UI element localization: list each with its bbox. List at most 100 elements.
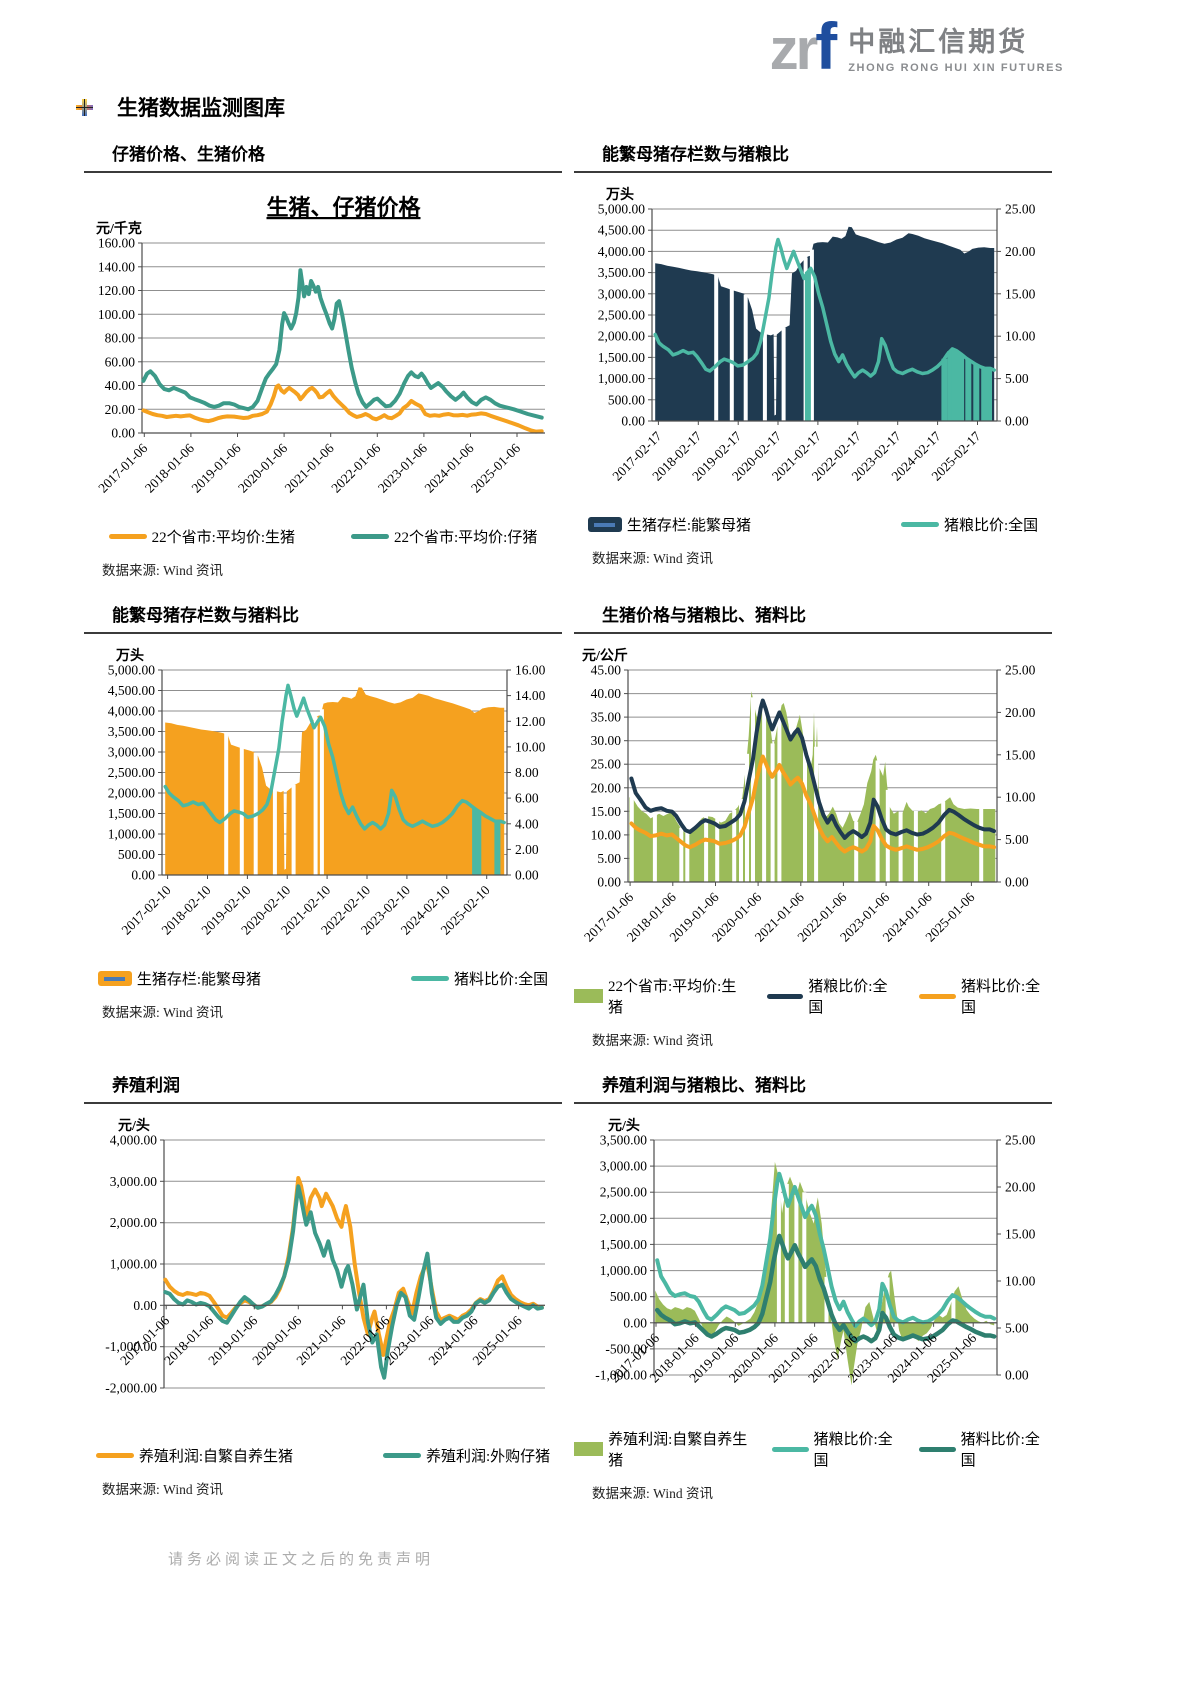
svg-text:10.00: 10.00 <box>1005 329 1036 344</box>
svg-text:元/头: 元/头 <box>608 1117 640 1134</box>
logo-zrf-mark: zrf <box>770 13 838 79</box>
svg-text:2,500.00: 2,500.00 <box>600 1185 648 1200</box>
svg-text:100.00: 100.00 <box>98 307 135 322</box>
data-source: 数据来源: Wind 资讯 <box>592 551 713 566</box>
legend-label: 生猪存栏:能繁母猪 <box>626 518 751 534</box>
chart-title: 能繁母猪存栏数与猪粮比 <box>574 140 1052 173</box>
svg-text:4,000.00: 4,000.00 <box>110 1133 158 1148</box>
logo-wordmark: 中融汇信期货 ZHONG RONG HUI XIN FUTURES <box>848 20 1064 74</box>
svg-text:4,000.00: 4,000.00 <box>108 704 156 719</box>
svg-text:5,000.00: 5,000.00 <box>108 663 156 678</box>
data-source: 数据来源: Wind 资讯 <box>102 1482 223 1497</box>
svg-text:16.00: 16.00 <box>515 663 546 678</box>
legend-item: 22个省市:平均价:仔猪 <box>351 526 537 547</box>
svg-text:元/千克: 元/千克 <box>96 220 142 237</box>
legend-line-icon <box>108 534 147 539</box>
svg-text:25.00: 25.00 <box>1005 663 1036 678</box>
legend-item: 猪粮比价:全国 <box>766 975 900 1017</box>
svg-text:3,500.00: 3,500.00 <box>108 724 156 739</box>
chart-block-sow-inventory-feed-ratio: 能繁母猪存栏数与猪料比 0.00 500.00 1,000.00 1,500.00 2,… <box>84 601 562 1049</box>
chart-canvas: -1,000.00 -500.00 0.00 500.00 1,000.00 1,500.… <box>574 1110 1052 1414</box>
svg-text:5.00: 5.00 <box>1005 371 1029 386</box>
legend-item: 22个省市:平均价:生猪 <box>574 975 747 1017</box>
chart-canvas: 0.00 500.00 1,000.00 1,500.00 2,000.00 2,500.… <box>84 640 562 968</box>
svg-text:20.00: 20.00 <box>591 780 622 795</box>
svg-text:1,000.00: 1,000.00 <box>110 1257 158 1272</box>
svg-text:2,000.00: 2,000.00 <box>110 1215 158 1230</box>
svg-text:5,000.00: 5,000.00 <box>598 202 646 217</box>
svg-text:4,500.00: 4,500.00 <box>598 223 646 238</box>
svg-text:2021-01-06: 2021-01-06 <box>282 440 337 495</box>
svg-text:3,000.00: 3,000.00 <box>110 1174 158 1189</box>
chart-title: 仔猪价格、生猪价格 <box>84 140 562 173</box>
legend-item: 猪料比价:全国 <box>411 968 548 989</box>
legend-label: 猪料比价:全国 <box>960 1432 1040 1469</box>
svg-text:0.00: 0.00 <box>621 414 645 429</box>
svg-text:15.00: 15.00 <box>1005 747 1036 762</box>
svg-text:1,500.00: 1,500.00 <box>598 350 646 365</box>
legend-line-icon <box>383 1453 421 1458</box>
svg-text:4,000.00: 4,000.00 <box>598 244 646 259</box>
svg-text:-500.00: -500.00 <box>605 1341 647 1356</box>
legend-swatch-icon <box>97 971 132 986</box>
chart-legend: 养殖利润:自繁自养生猪 养殖利润:外购仔猪 <box>84 1445 562 1466</box>
legend-label: 22个省市:平均价:仔猪 <box>394 530 538 546</box>
svg-text:1,000.00: 1,000.00 <box>600 1263 648 1278</box>
svg-text:1,000.00: 1,000.00 <box>108 827 156 842</box>
svg-text:5.00: 5.00 <box>1005 832 1029 847</box>
legend-label: 生猪存栏:能繁母猪 <box>136 972 261 988</box>
svg-text:20.00: 20.00 <box>105 402 136 417</box>
svg-text:2018-01-06: 2018-01-06 <box>142 440 197 495</box>
svg-text:500.00: 500.00 <box>610 1289 647 1304</box>
svg-text:500.00: 500.00 <box>608 392 645 407</box>
svg-text:10.00: 10.00 <box>515 739 546 754</box>
legend-item: 养殖利润:自繁自养生猪 <box>95 1445 293 1466</box>
legend-label: 猪料比价:全国 <box>961 979 1041 1016</box>
svg-text:10.00: 10.00 <box>1005 1274 1036 1289</box>
chart-block-piglet-hog-price: 仔猪价格、生猪价格 0.00 20.00 40.00 60.00 80.00 100.00… <box>84 140 562 579</box>
svg-text:2,500.00: 2,500.00 <box>108 765 156 780</box>
svg-text:1,500.00: 1,500.00 <box>108 806 156 821</box>
company-logo: zrf 中融汇信期货 ZHONG RONG HUI XIN FUTURES <box>770 13 1064 79</box>
svg-text:140.00: 140.00 <box>98 259 135 274</box>
svg-text:0.00: 0.00 <box>1005 414 1029 429</box>
section-heading: 生猪数据监测图库 <box>76 92 1190 122</box>
svg-text:120.00: 120.00 <box>98 283 135 298</box>
svg-text:0.00: 0.00 <box>1005 875 1029 890</box>
data-source: 数据来源: Wind 资讯 <box>102 563 223 578</box>
svg-text:2,000.00: 2,000.00 <box>598 329 646 344</box>
svg-text:15.00: 15.00 <box>1005 1227 1036 1242</box>
legend-item: 养殖利润:自繁自养生猪 <box>574 1428 758 1470</box>
legend-item: 猪粮比价:全国 <box>771 1428 905 1470</box>
svg-text:0.00: 0.00 <box>597 875 621 890</box>
svg-text:-1,000.00: -1,000.00 <box>595 1368 647 1383</box>
legend-item: 22个省市:平均价:生猪 <box>108 526 295 547</box>
legend-item: 猪粮比价:全国 <box>901 514 1038 535</box>
svg-text:3,500.00: 3,500.00 <box>600 1133 648 1148</box>
svg-text:元/头: 元/头 <box>118 1117 150 1134</box>
svg-text:0.00: 0.00 <box>1005 1368 1029 1383</box>
legend-line-icon <box>766 993 804 999</box>
svg-text:10.00: 10.00 <box>591 827 622 842</box>
chart-legend: 养殖利润:自繁自养生猪 猪粮比价:全国 猪料比价:全国 <box>574 1428 1052 1470</box>
section-title: 生猪数据监测图库 <box>117 96 285 120</box>
svg-text:35.00: 35.00 <box>591 710 622 725</box>
chart-block-breeding-profit: 养殖利润 -2,000.00 -1,000.00 0.00 1,000.00 2,000… <box>84 1071 562 1502</box>
svg-text:生猪、仔猪价格: 生猪、仔猪价格 <box>266 195 421 220</box>
svg-text:2,000.00: 2,000.00 <box>108 786 156 801</box>
svg-text:45.00: 45.00 <box>591 663 622 678</box>
svg-text:500.00: 500.00 <box>118 847 155 862</box>
legend-swatch-icon <box>574 989 603 1003</box>
svg-text:2024-01-06: 2024-01-06 <box>421 440 476 495</box>
svg-text:15.00: 15.00 <box>1005 286 1036 301</box>
svg-text:5.00: 5.00 <box>1005 1321 1029 1336</box>
svg-text:2020-01-06: 2020-01-06 <box>235 440 290 495</box>
svg-text:4,500.00: 4,500.00 <box>108 683 156 698</box>
legend-item: 猪料比价:全国 <box>919 975 1052 1017</box>
chart-canvas: 0.00 20.00 40.00 60.00 80.00 100.00 120.00 140.… <box>84 179 562 526</box>
logo-zr-text: zr <box>769 17 819 83</box>
chart-block-hog-price-ratios: 生猪价格与猪粮比、猪料比 0.00 5.00 10.00 15.00 20.00 25.0… <box>574 601 1052 1049</box>
chart-canvas: 0.00 500.00 1,000.00 1,500.00 2,000.00 2,500.… <box>574 179 1052 514</box>
svg-text:1,500.00: 1,500.00 <box>600 1237 648 1252</box>
svg-text:元/公斤: 元/公斤 <box>582 647 628 664</box>
